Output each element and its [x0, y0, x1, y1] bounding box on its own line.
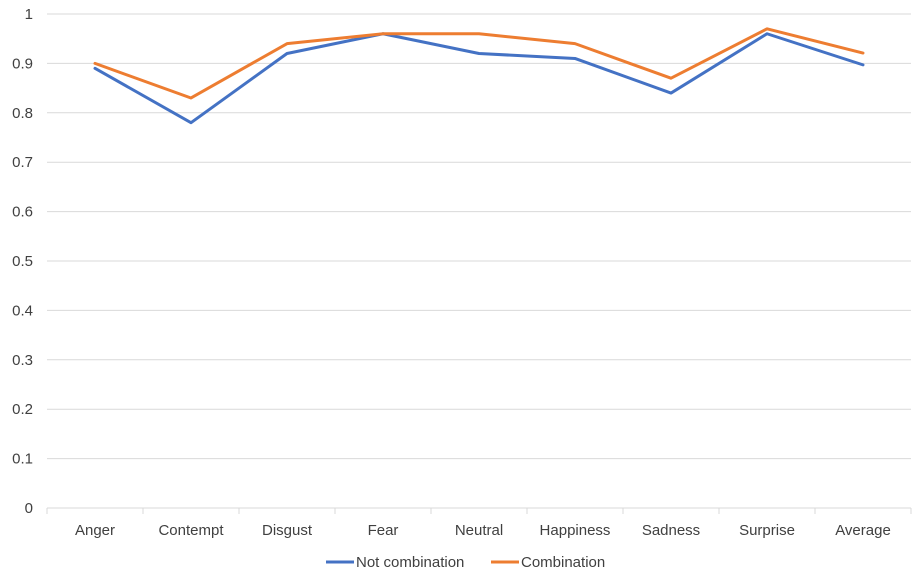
- y-tick-label: 0.2: [12, 401, 33, 418]
- x-tick-label: Surprise: [739, 522, 795, 539]
- x-tick-label: Anger: [75, 522, 115, 539]
- y-tick-label: 0.9: [12, 55, 33, 72]
- x-axis: [46, 507, 912, 514]
- y-tick-label: 0.5: [12, 253, 33, 270]
- series-line-1: [93, 32, 865, 125]
- x-tick-label: Happiness: [540, 522, 611, 539]
- legend-label: Not combination: [356, 554, 464, 571]
- gridlines: [47, 13, 911, 460]
- x-tick-labels: Anger Contempt Disgust Fear Neutral Happiness…: [75, 522, 891, 539]
- x-tick-label: Average: [835, 522, 891, 539]
- y-axis: 0 0.1 0.2 0.3 0.4 0.5 0.6 0.7 0.8 0.9 1: [12, 6, 33, 517]
- y-tick-label: 0.1: [12, 451, 33, 468]
- y-tick-label: 1: [25, 6, 33, 23]
- y-tick-label: 0.8: [12, 105, 33, 122]
- x-tick-label: Sadness: [642, 522, 700, 539]
- legend-label: Combination: [521, 554, 605, 571]
- y-tick-label: 0.7: [12, 154, 33, 171]
- x-tick-label: Disgust: [262, 522, 313, 539]
- x-tick-label: Neutral: [455, 522, 503, 539]
- series-lines: [93, 27, 865, 125]
- legend: Not combination Combination: [326, 554, 605, 571]
- y-tick-label: 0.4: [12, 302, 33, 319]
- y-tick-label: 0.6: [12, 204, 33, 221]
- y-tick-label: 0: [25, 500, 33, 517]
- x-tick-label: Contempt: [158, 522, 224, 539]
- x-tick-label: Fear: [368, 522, 399, 539]
- y-tick-label: 0.3: [12, 352, 33, 369]
